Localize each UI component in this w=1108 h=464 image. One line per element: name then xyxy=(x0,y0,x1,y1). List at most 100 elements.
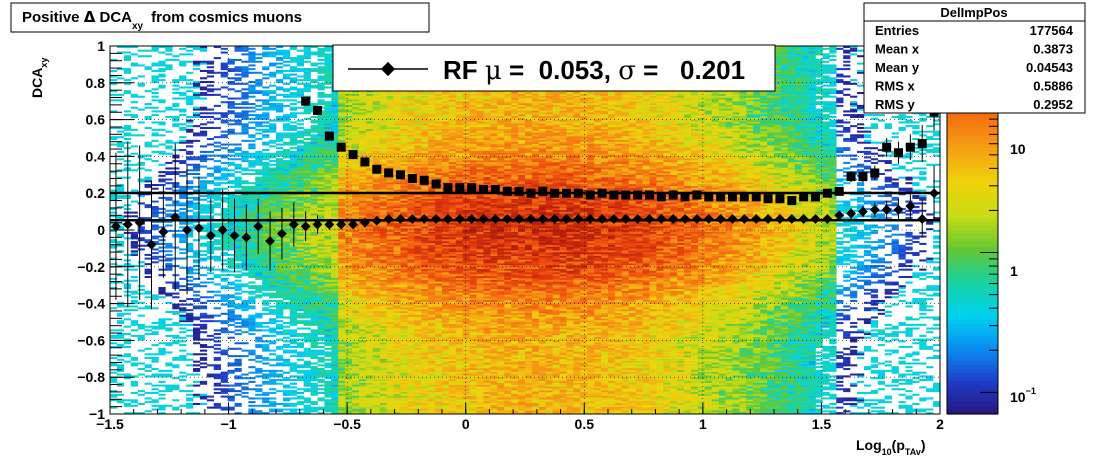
heatmap-cell xyxy=(227,310,235,313)
heatmap-cell xyxy=(345,108,353,111)
heatmap-cell xyxy=(338,204,346,207)
heatmap-cell xyxy=(303,382,311,385)
heatmap-cell xyxy=(227,174,235,177)
heatmap-cell xyxy=(123,110,132,113)
heatmap-cell xyxy=(227,318,235,321)
heatmap-cell xyxy=(165,342,173,345)
heatmap-cell xyxy=(365,410,374,413)
heatmap-cell xyxy=(296,264,304,267)
heatmap-cell xyxy=(199,259,208,262)
heatmap-cell xyxy=(276,255,284,258)
heatmap-cell xyxy=(276,202,284,205)
heatmap-cell xyxy=(331,228,339,231)
heatmap-cell xyxy=(317,263,325,266)
heatmap-cell xyxy=(282,287,291,290)
heatmap-cell xyxy=(359,145,367,148)
heatmap-cell xyxy=(296,272,304,275)
heatmap-cell xyxy=(151,184,159,187)
heatmap-cell xyxy=(227,198,235,201)
heatmap-cell xyxy=(296,237,304,240)
heatmap-cell xyxy=(123,373,132,376)
heatmap-cell xyxy=(296,57,304,60)
heatmap-cell xyxy=(276,264,284,267)
heatmap-cell xyxy=(213,184,221,187)
heatmap-cell xyxy=(345,224,353,227)
heatmap-cell xyxy=(365,399,374,402)
heatmap-cell xyxy=(331,202,339,205)
heatmap-cell xyxy=(116,195,125,198)
heatmap-cell xyxy=(206,121,215,124)
heatmap-cell xyxy=(165,386,173,389)
heatmap-cell xyxy=(296,248,304,251)
heatmap-cell xyxy=(248,233,256,236)
heatmap-cell xyxy=(220,119,228,122)
heatmap-cell xyxy=(151,128,159,131)
heatmap-cell xyxy=(158,406,166,409)
heatmap-cell xyxy=(379,344,387,347)
heatmap-cell xyxy=(331,323,339,326)
heatmap-cell xyxy=(110,198,118,201)
heatmap-cell xyxy=(220,101,228,104)
heatmap-cell xyxy=(352,132,360,135)
heatmap-cell xyxy=(331,371,339,374)
heatmap-cell xyxy=(255,123,263,126)
heatmap-cell xyxy=(310,233,318,236)
heatmap-cell xyxy=(137,55,145,58)
heatmap-cell xyxy=(345,209,353,212)
heatmap-cell xyxy=(227,150,235,153)
heatmap-cell xyxy=(282,301,291,304)
heatmap-cell xyxy=(296,174,304,177)
heatmap-cell xyxy=(269,92,277,95)
heatmap-cell xyxy=(262,268,270,271)
heatmap-cell xyxy=(379,196,387,199)
heatmap-cell xyxy=(186,220,194,223)
heatmap-cell xyxy=(379,316,387,319)
heatmap-cell xyxy=(324,307,332,310)
heatmap-cell xyxy=(365,121,374,124)
heatmap-cell xyxy=(172,108,180,111)
heatmap-cell xyxy=(345,99,353,102)
heatmap-cell xyxy=(262,73,270,76)
heatmap-cell xyxy=(116,222,125,225)
heatmap-cell xyxy=(310,408,318,411)
heatmap-cell xyxy=(352,305,360,308)
heatmap-cell xyxy=(372,141,381,144)
heatmap-cell xyxy=(372,371,381,374)
heatmap-cell xyxy=(248,305,256,308)
heatmap-cell xyxy=(317,261,325,264)
heatmap-cell xyxy=(379,274,387,277)
heatmap-cell xyxy=(248,206,256,209)
heatmap-cell xyxy=(137,64,145,67)
heatmap-cell xyxy=(193,255,201,258)
heatmap-cell xyxy=(324,380,332,383)
heatmap-cell xyxy=(317,388,325,391)
heatmap-cell xyxy=(172,115,180,118)
heatmap-cell xyxy=(317,406,325,409)
heatmap-cell xyxy=(110,393,118,396)
heatmap-cell xyxy=(220,187,228,190)
heatmap-cell xyxy=(186,399,194,402)
heatmap-cell xyxy=(262,134,270,137)
heatmap-cell xyxy=(365,99,374,102)
heatmap-cell xyxy=(130,404,138,407)
heatmap-cell xyxy=(289,160,298,163)
heatmap-cell xyxy=(296,231,304,234)
heatmap-cell xyxy=(144,145,152,148)
heatmap-cell xyxy=(262,325,270,328)
heatmap-cell xyxy=(338,279,346,282)
heatmap-cell xyxy=(324,263,332,266)
heatmap-cell xyxy=(310,373,318,376)
heatmap-cell xyxy=(269,95,277,98)
heatmap-cell xyxy=(359,152,367,155)
heatmap-cell xyxy=(130,246,138,249)
heatmap-cell xyxy=(379,215,387,218)
heatmap-cell xyxy=(324,386,332,389)
heatmap-cell xyxy=(359,310,367,313)
heatmap-cell xyxy=(310,281,318,284)
heatmap-cell xyxy=(359,207,367,210)
heatmap-cell xyxy=(331,101,339,104)
heatmap-cell xyxy=(372,211,381,214)
heatmap-cell xyxy=(179,314,187,317)
heatmap-cell xyxy=(144,126,152,129)
